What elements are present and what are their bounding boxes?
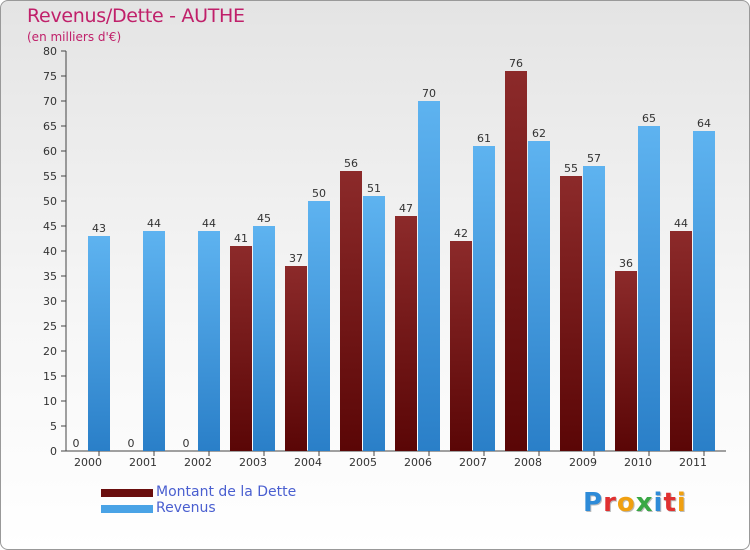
x-tick-label: 2001 bbox=[129, 456, 157, 469]
x-tick-label: 2006 bbox=[404, 456, 432, 469]
x-tick-label: 2008 bbox=[514, 456, 542, 469]
y-tick-label: 30 bbox=[43, 295, 57, 308]
data-label-revenus: 50 bbox=[312, 187, 326, 200]
bar-revenus bbox=[253, 226, 275, 451]
x-tick-label: 2009 bbox=[569, 456, 597, 469]
bar-debt bbox=[505, 71, 527, 451]
y-tick-label: 0 bbox=[50, 445, 57, 458]
y-tick-label: 5 bbox=[50, 420, 57, 433]
bar-revenus bbox=[308, 201, 330, 451]
bar-debt bbox=[285, 266, 307, 451]
bar-revenus bbox=[638, 126, 660, 451]
data-label-debt: 44 bbox=[674, 217, 688, 230]
y-tick-label: 75 bbox=[43, 70, 57, 83]
y-tick-label: 10 bbox=[43, 395, 57, 408]
bar-debt bbox=[450, 241, 472, 451]
chart-subtitle: (en milliers d'€) bbox=[27, 30, 122, 44]
bar-revenus bbox=[88, 236, 110, 451]
x-tick-label: 2007 bbox=[459, 456, 487, 469]
data-label-debt: 76 bbox=[509, 57, 523, 70]
bar-revenus bbox=[583, 166, 605, 451]
y-tick-label: 80 bbox=[43, 45, 57, 58]
logo-letter: i bbox=[653, 488, 664, 518]
y-tick-label: 60 bbox=[43, 145, 57, 158]
data-label-debt: 0 bbox=[128, 437, 135, 450]
x-tick-label: 2011 bbox=[679, 456, 707, 469]
bar-debt bbox=[560, 176, 582, 451]
logo-letter: r bbox=[603, 488, 617, 518]
bar-revenus bbox=[693, 131, 715, 451]
data-label-revenus: 51 bbox=[367, 182, 381, 195]
bar-revenus bbox=[473, 146, 495, 451]
logo-letter: t bbox=[663, 488, 677, 518]
bar-revenus bbox=[528, 141, 550, 451]
bar-debt bbox=[340, 171, 362, 451]
x-tick-label: 2005 bbox=[349, 456, 377, 469]
data-label-debt: 41 bbox=[234, 232, 248, 245]
data-label-debt: 55 bbox=[564, 162, 578, 175]
data-label-debt: 47 bbox=[399, 202, 413, 215]
bar-debt bbox=[670, 231, 692, 451]
bar-revenus bbox=[198, 231, 220, 451]
bar-debt bbox=[615, 271, 637, 451]
logo-letter: o bbox=[616, 488, 636, 518]
bar-debt bbox=[395, 216, 417, 451]
bar-revenus bbox=[363, 196, 385, 451]
data-label-revenus: 61 bbox=[477, 132, 491, 145]
data-label-revenus: 65 bbox=[642, 112, 656, 125]
data-label-debt: 0 bbox=[183, 437, 190, 450]
y-tick-label: 40 bbox=[43, 245, 57, 258]
x-tick-label: 2002 bbox=[184, 456, 212, 469]
data-label-revenus: 45 bbox=[257, 212, 271, 225]
logo-letter: P bbox=[583, 488, 604, 518]
legend-label-debt: Montant de la Dette bbox=[156, 484, 297, 500]
proxiti-logo: Proxiti bbox=[583, 488, 687, 518]
y-tick-label: 35 bbox=[43, 270, 57, 283]
x-tick-label: 2010 bbox=[624, 456, 652, 469]
data-label-debt: 42 bbox=[454, 227, 468, 240]
legend-swatch-revenus bbox=[101, 505, 153, 513]
y-tick-label: 65 bbox=[43, 120, 57, 133]
data-label-debt: 56 bbox=[344, 157, 358, 170]
y-tick-label: 55 bbox=[43, 170, 57, 183]
x-tick-label: 2000 bbox=[74, 456, 102, 469]
data-label-revenus: 57 bbox=[587, 152, 601, 165]
data-label-revenus: 44 bbox=[147, 217, 161, 230]
bar-revenus bbox=[143, 231, 165, 451]
data-label-revenus: 64 bbox=[697, 117, 711, 130]
legend-swatch-debt bbox=[101, 489, 153, 497]
data-label-debt: 37 bbox=[289, 252, 303, 265]
chart-title: Revenus/Dette - AUTHE bbox=[27, 5, 245, 27]
data-label-revenus: 44 bbox=[202, 217, 216, 230]
y-tick-label: 20 bbox=[43, 345, 57, 358]
data-label-debt: 0 bbox=[73, 437, 80, 450]
bar-revenus bbox=[418, 101, 440, 451]
y-tick-label: 15 bbox=[43, 370, 57, 383]
y-tick-label: 45 bbox=[43, 220, 57, 233]
x-tick-label: 2004 bbox=[294, 456, 322, 469]
x-tick-label: 2003 bbox=[239, 456, 267, 469]
logo-letter: x bbox=[635, 488, 654, 518]
data-label-revenus: 43 bbox=[92, 222, 106, 235]
data-label-debt: 36 bbox=[619, 257, 633, 270]
data-label-revenus: 70 bbox=[422, 87, 436, 100]
y-tick-label: 70 bbox=[43, 95, 57, 108]
bar-debt bbox=[230, 246, 252, 451]
data-label-revenus: 62 bbox=[532, 127, 546, 140]
y-tick-label: 25 bbox=[43, 320, 57, 333]
logo-letter: i bbox=[676, 488, 687, 518]
y-tick-label: 50 bbox=[43, 195, 57, 208]
legend-label-revenus: Revenus bbox=[156, 500, 216, 516]
